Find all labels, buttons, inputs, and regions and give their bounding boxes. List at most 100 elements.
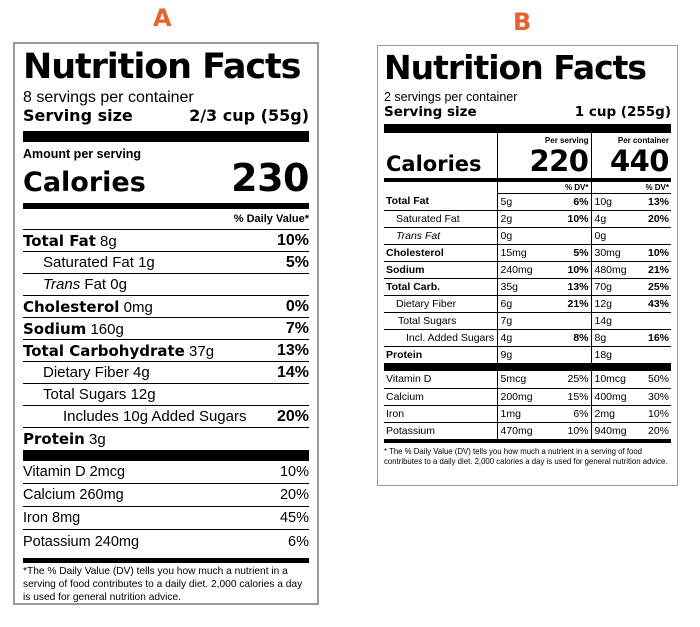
serving-amount: 2g [500,212,513,225]
nutrient-row-protein: Protein 3g [23,428,309,450]
amount-per-serving: Amount per serving [23,147,142,161]
divider-thick [23,131,309,142]
nutrient-name: Trans Fat [384,227,497,245]
divider-thick [384,124,671,133]
container-pct: 16% [647,331,669,344]
container-amount: 18g [594,348,613,361]
container-amount: 0g [594,229,607,242]
nutrient-amount: 1g [138,254,155,271]
nutrient-amount: 4g [133,364,150,381]
nutrient-row-total-sugars: Total Sugars 12g [23,384,309,406]
vitamin-row-calcium: Calcium 260mg 20% [23,484,309,507]
serving-size-label: Serving size [384,104,477,120]
nutrient-name: Total Fat [384,193,497,211]
container-amount: 2mg [594,407,615,420]
serving-pct: 21% [567,297,589,310]
calories-row: Calories Per serving 220 Per container 4… [384,133,671,180]
serving-amount: 35g [500,280,519,293]
container-pct: 21% [647,263,669,276]
container-pct: 25% [647,280,669,293]
nutrient-row-dietary-fiber: Dietary Fiber 6g 21% 12g 43% [384,295,671,313]
nutrient-amount: 0mg [123,298,153,316]
nutrient-name: Cholesterol [23,297,120,316]
container-pct: 50% [647,373,669,386]
vitamin-name: Vitamin D 2mcg [23,464,126,480]
serving-pct: 10% [567,263,589,276]
serving-amount: 9g [500,348,513,361]
dv-label-serving: % DV* [496,178,591,194]
serving-pct: 25% [567,373,589,386]
nutrient-pct: 5% [285,253,309,271]
nutrient-row-saturated-fat: Saturated Fat 1g 5% [23,252,309,274]
vitamin-pct: 45% [279,510,309,526]
serving-pct: 10% [567,212,589,225]
divider-medium [23,203,309,209]
vitamin-row-iron: Iron 1mg 6% 2mg 10% [384,405,671,423]
vitamin-name: Calcium [384,388,497,406]
vitamin-row-calcium: Calcium 200mg 15% 400mg 30% [384,388,671,406]
serving-amount: 6g [500,297,513,310]
container-pct: 30% [647,390,669,403]
footnote: *The % Daily Value (DV) tells you how mu… [23,558,309,604]
nutrient-row-trans-fat: Trans Fat 0g [23,274,309,296]
serving-size-label: Serving size [23,106,133,125]
container-amount: 10mcg [594,373,627,386]
vitamin-name: Iron [384,405,497,423]
nutrient-amount: 12g [130,386,156,403]
container-pct: 20% [647,212,669,225]
vitamin-pct: 6% [288,533,309,550]
vitamin-row-potassium: Potassium 240mg 6% [23,530,309,553]
nutrient-name: Protein [23,430,85,448]
per-container-calories: 440 [609,144,670,178]
serving-amount: 4g [500,331,513,344]
nutrient-pct: 20% [276,407,309,425]
nutrient-pct: 14% [276,363,309,381]
dv-label-container: % DV* [590,178,671,194]
container-pct: 43% [647,297,669,310]
label-b-heading: B [513,8,532,36]
container-pct: 10% [647,407,669,420]
label-a-title: Nutrition Facts [23,47,301,87]
label-a-serving-size: Serving size 2/3 cup (55g) [23,106,309,131]
container-pct: 20% [647,424,669,437]
calories-value: 230 [231,156,309,200]
nutrient-name: Sodium [384,261,497,279]
container-amount: 8g [594,331,607,344]
nutrient-name: Sodium [23,319,87,338]
calories-label: Calories [386,152,482,176]
daily-value-header: % Daily Value* [23,212,309,230]
calories-row: Calories 230 [23,156,309,200]
serving-pct: 10% [567,424,589,437]
vitamin-row-vitamin-d: Vitamin D 5mcg 25% 10mcg 50% [384,371,671,389]
nutrient-name: Total Sugars [384,312,497,330]
nutrient-pct: 10% [276,231,309,249]
per-serving-calories: 220 [529,144,589,178]
container-amount: 10g [594,195,613,208]
serving-amount: 5g [500,195,513,208]
label-a-servings: 8 servings per container [23,89,194,106]
vitamin-pct: 10% [279,464,309,480]
container-amount: 400mg [594,390,627,403]
serving-size-value: 1 cup (255g) [574,104,671,120]
nutrient-name: Saturated Fat [43,254,134,271]
nutrient-name: Protein [384,346,497,364]
vitamin-row-potassium: Potassium 470mg 10% 940mg 20% [384,422,671,439]
nutrient-amount: 3g [89,431,106,448]
container-pct: 10% [647,246,669,259]
serving-amount: 200mg [500,390,533,403]
nutrient-row-total-sugars: Total Sugars 7g 14g [384,312,671,330]
nutrient-row-cholesterol: Cholesterol 15mg 5% 30mg 10% [384,244,671,262]
container-amount: 12g [594,297,613,310]
vitamin-name: Potassium 240mg [23,533,140,550]
nutrient-row-cholesterol: Cholesterol 0mg 0% [23,296,309,318]
nutrient-row-total-carbohydrate: Total Carbohydrate 37g 13% [23,340,309,362]
serving-pct: 13% [567,280,589,293]
vitamin-name: Potassium [386,424,436,437]
label-b-table: Calories Per serving 220 Per container 4… [384,133,671,439]
nutrition-label-a: Nutrition Facts 8 servings per container… [13,42,319,605]
serving-pct: 8% [573,331,589,344]
nutrient-name: Cholesterol [384,244,497,262]
nutrient-pct: 0% [285,297,309,315]
nutrient-name: Total Carbohydrate [23,341,185,360]
divider-thick [384,363,671,371]
